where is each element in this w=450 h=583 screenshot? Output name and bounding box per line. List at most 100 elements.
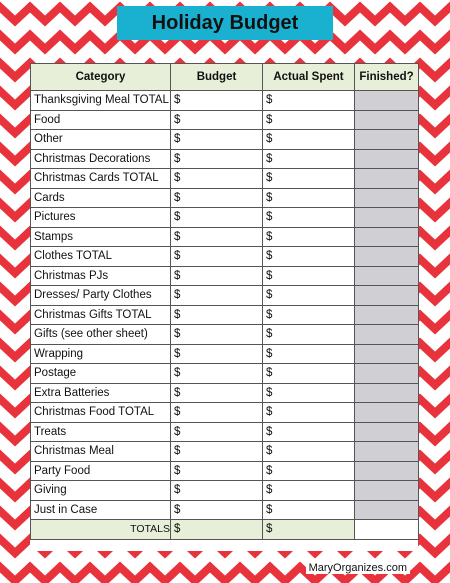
budget-cell[interactable]: $ (170, 441, 263, 462)
budget-cell[interactable]: $ (170, 168, 263, 189)
title-banner: Holiday Budget (117, 6, 333, 40)
budget-cell[interactable]: $ (170, 402, 263, 423)
budget-sheet: Category Budget Actual Spent Finished? T… (30, 63, 419, 551)
actual-spent-cell[interactable]: $ (262, 207, 355, 228)
budget-cell[interactable]: $ (170, 129, 263, 150)
table-row: Thanksgiving Meal TOTAL $ $ (30, 90, 419, 111)
finished-cell[interactable] (354, 90, 419, 111)
totals-actual[interactable]: $ (262, 519, 355, 540)
header-category: Category (30, 63, 171, 91)
actual-spent-cell[interactable]: $ (262, 129, 355, 150)
totals-budget[interactable]: $ (170, 519, 263, 540)
finished-cell[interactable] (354, 382, 419, 403)
table-row: Christmas Decorations $ $ (30, 148, 419, 169)
category-cell: Thanksgiving Meal TOTAL (30, 90, 171, 111)
finished-cell[interactable] (354, 109, 419, 130)
budget-cell[interactable]: $ (170, 207, 263, 228)
actual-spent-cell[interactable]: $ (262, 324, 355, 345)
actual-spent-cell[interactable]: $ (262, 363, 355, 384)
actual-spent-cell[interactable]: $ (262, 265, 355, 286)
footer: MaryOrganizes.com (0, 562, 410, 574)
page-title: Holiday Budget (151, 11, 299, 34)
budget-cell[interactable]: $ (170, 460, 263, 481)
finished-cell[interactable] (354, 285, 419, 306)
budget-cell[interactable]: $ (170, 187, 263, 208)
finished-cell[interactable] (354, 226, 419, 247)
category-cell: Party Food (30, 460, 171, 481)
budget-cell[interactable]: $ (170, 226, 263, 247)
actual-spent-cell[interactable]: $ (262, 304, 355, 325)
actual-spent-cell[interactable]: $ (262, 246, 355, 267)
footer-site: MaryOrganizes.com (305, 562, 410, 574)
finished-cell[interactable] (354, 207, 419, 228)
budget-cell[interactable]: $ (170, 285, 263, 306)
table-row: Pictures $ $ (30, 207, 419, 228)
finished-cell[interactable] (354, 265, 419, 286)
finished-cell[interactable] (354, 304, 419, 325)
category-cell: Dresses/ Party Clothes (30, 285, 171, 306)
category-cell: Stamps (30, 226, 171, 247)
actual-spent-cell[interactable]: $ (262, 402, 355, 423)
budget-cell[interactable]: $ (170, 363, 263, 384)
finished-cell[interactable] (354, 343, 419, 364)
actual-spent-cell[interactable]: $ (262, 168, 355, 189)
category-cell: Christmas Gifts TOTAL (30, 304, 171, 325)
finished-cell[interactable] (354, 187, 419, 208)
table-row: Christmas PJs $ $ (30, 265, 419, 286)
table-row: Extra Batteries $ $ (30, 382, 419, 403)
category-cell: Christmas Food TOTAL (30, 402, 171, 423)
budget-cell[interactable]: $ (170, 246, 263, 267)
category-cell: Christmas Meal (30, 441, 171, 462)
actual-spent-cell[interactable]: $ (262, 343, 355, 364)
finished-cell[interactable] (354, 441, 419, 462)
actual-spent-cell[interactable]: $ (262, 499, 355, 520)
finished-cell[interactable] (354, 480, 419, 501)
finished-cell[interactable] (354, 363, 419, 384)
budget-cell[interactable]: $ (170, 265, 263, 286)
totals-row: TOTALS $ $ (30, 519, 419, 540)
category-cell: Just in Case (30, 499, 171, 520)
actual-spent-cell[interactable]: $ (262, 421, 355, 442)
category-cell: Wrapping (30, 343, 171, 364)
actual-spent-cell[interactable]: $ (262, 382, 355, 403)
totals-label: TOTALS (30, 519, 171, 540)
actual-spent-cell[interactable]: $ (262, 90, 355, 111)
table-row: Christmas Meal $ $ (30, 441, 419, 462)
actual-spent-cell[interactable]: $ (262, 441, 355, 462)
finished-cell[interactable] (354, 499, 419, 520)
table-row: Gifts (see other sheet) $ $ (30, 324, 419, 345)
finished-cell[interactable] (354, 148, 419, 169)
actual-spent-cell[interactable]: $ (262, 226, 355, 247)
table-row: Party Food $ $ (30, 460, 419, 481)
actual-spent-cell[interactable]: $ (262, 148, 355, 169)
category-cell: Christmas Decorations (30, 148, 171, 169)
finished-cell[interactable] (354, 168, 419, 189)
actual-spent-cell[interactable]: $ (262, 460, 355, 481)
budget-cell[interactable]: $ (170, 304, 263, 325)
finished-cell[interactable] (354, 421, 419, 442)
actual-spent-cell[interactable]: $ (262, 187, 355, 208)
table-row: Cards $ $ (30, 187, 419, 208)
budget-cell[interactable]: $ (170, 343, 263, 364)
budget-cell[interactable]: $ (170, 480, 263, 501)
category-cell: Clothes TOTAL (30, 246, 171, 267)
budget-cell[interactable]: $ (170, 90, 263, 111)
actual-spent-cell[interactable]: $ (262, 109, 355, 130)
budget-cell[interactable]: $ (170, 148, 263, 169)
table-row: Christmas Cards TOTAL $ $ (30, 168, 419, 189)
budget-cell[interactable]: $ (170, 382, 263, 403)
budget-cell[interactable]: $ (170, 499, 263, 520)
budget-cell[interactable]: $ (170, 109, 263, 130)
finished-cell[interactable] (354, 460, 419, 481)
finished-cell[interactable] (354, 324, 419, 345)
budget-cell[interactable]: $ (170, 421, 263, 442)
actual-spent-cell[interactable]: $ (262, 480, 355, 501)
finished-cell[interactable] (354, 402, 419, 423)
header-actual-spent: Actual Spent (262, 63, 355, 91)
totals-blank (354, 519, 419, 540)
actual-spent-cell[interactable]: $ (262, 285, 355, 306)
budget-table: Category Budget Actual Spent Finished? T… (30, 63, 419, 540)
budget-cell[interactable]: $ (170, 324, 263, 345)
finished-cell[interactable] (354, 129, 419, 150)
finished-cell[interactable] (354, 246, 419, 267)
